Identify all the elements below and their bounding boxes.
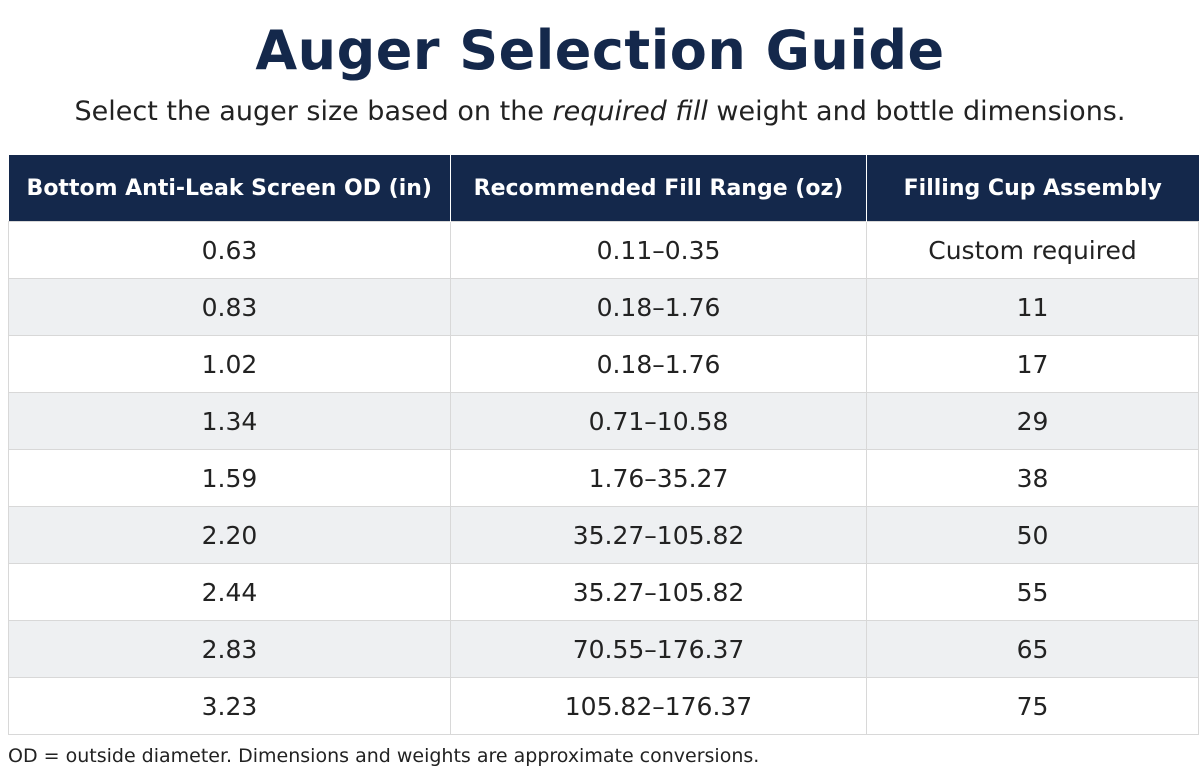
table-row: 1.59 1.76–35.27 38: [8, 449, 1199, 507]
cell-screen-od: 1.02: [8, 335, 451, 393]
column-header-screen-od: Bottom Anti-Leak Screen OD (in): [8, 155, 451, 222]
cell-filling-cup: 17: [866, 335, 1199, 393]
table-row: 2.44 35.27–105.82 55: [8, 563, 1199, 621]
cell-screen-od: 2.83: [8, 620, 451, 678]
cell-filling-cup: 50: [866, 506, 1199, 564]
table-row: 1.34 0.71–10.58 29: [8, 392, 1199, 450]
cell-filling-cup: 65: [866, 620, 1199, 678]
cell-filling-cup: 29: [866, 392, 1199, 450]
cell-fill-range: 0.71–10.58: [450, 392, 867, 450]
subtitle-text-start: Select the auger size based on the: [74, 96, 553, 127]
auger-selection-table: Bottom Anti-Leak Screen OD (in) Recommen…: [8, 155, 1199, 735]
cell-fill-range: 0.18–1.76: [450, 278, 867, 336]
table-row: 2.20 35.27–105.82 50: [8, 506, 1199, 564]
cell-fill-range: 0.11–0.35: [450, 221, 867, 279]
cell-fill-range: 35.27–105.82: [450, 506, 867, 564]
subtitle-text-end: weight and bottle dimensions.: [707, 96, 1126, 127]
cell-screen-od: 0.83: [8, 278, 451, 336]
cell-screen-od: 3.23: [8, 677, 451, 735]
cell-filling-cup: 55: [866, 563, 1199, 621]
cell-filling-cup: 75: [866, 677, 1199, 735]
table-row: 0.63 0.11–0.35 Custom required: [8, 221, 1199, 279]
column-header-fill-range: Recommended Fill Range (oz): [450, 155, 867, 222]
cell-screen-od: 0.63: [8, 221, 451, 279]
cell-fill-range: 70.55–176.37: [450, 620, 867, 678]
column-header-filling-cup: Filling Cup Assembly: [866, 155, 1199, 222]
table-row: 3.23 105.82–176.37 75: [8, 677, 1199, 735]
cell-screen-od: 1.34: [8, 392, 451, 450]
page-subtitle: Select the auger size based on the requi…: [0, 94, 1200, 130]
cell-filling-cup: 11: [866, 278, 1199, 336]
cell-filling-cup: Custom required: [866, 221, 1199, 279]
table-header-row: Bottom Anti-Leak Screen OD (in) Recommen…: [8, 155, 1199, 222]
cell-screen-od: 2.20: [8, 506, 451, 564]
subtitle-emphasis: required fill: [552, 96, 708, 127]
cell-fill-range: 105.82–176.37: [450, 677, 867, 735]
cell-fill-range: 0.18–1.76: [450, 335, 867, 393]
footnote: OD = outside diameter. Dimensions and we…: [8, 745, 760, 767]
page-title: Auger Selection Guide: [255, 19, 945, 82]
cell-fill-range: 35.27–105.82: [450, 563, 867, 621]
cell-screen-od: 1.59: [8, 449, 451, 507]
table-row: 0.83 0.18–1.76 11: [8, 278, 1199, 336]
table-row: 2.83 70.55–176.37 65: [8, 620, 1199, 678]
cell-screen-od: 2.44: [8, 563, 451, 621]
cell-fill-range: 1.76–35.27: [450, 449, 867, 507]
cell-filling-cup: 38: [866, 449, 1199, 507]
table-row: 1.02 0.18–1.76 17: [8, 335, 1199, 393]
